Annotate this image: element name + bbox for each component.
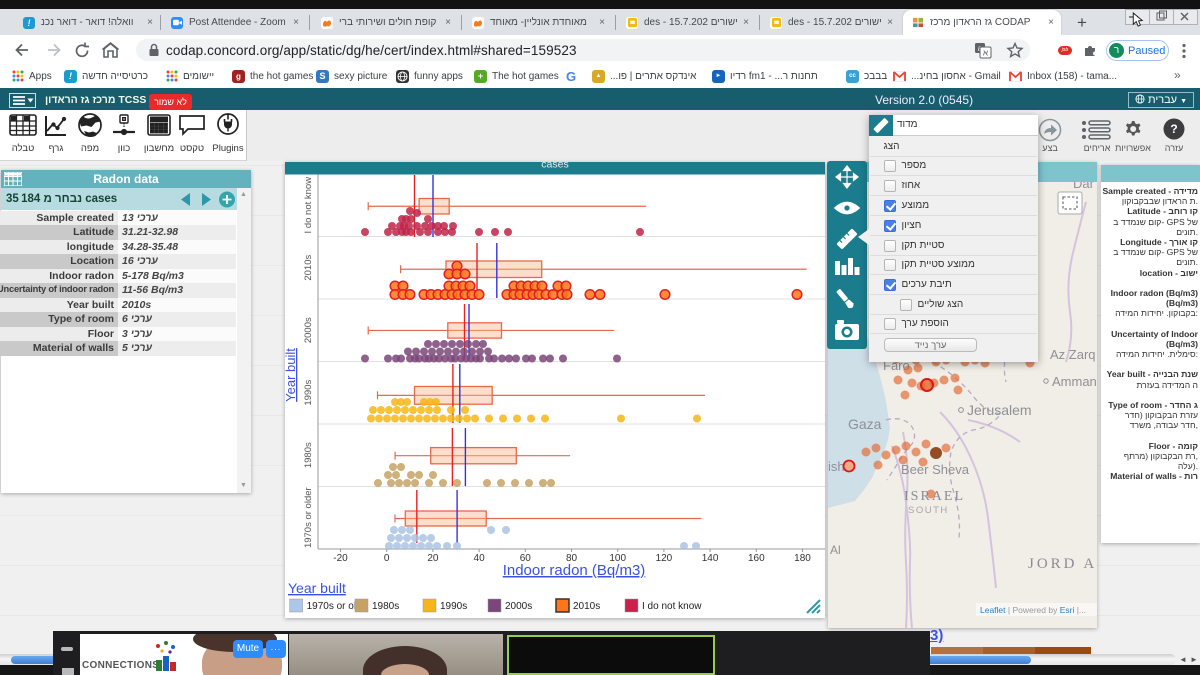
svg-text:120: 120 <box>656 553 673 564</box>
svg-text:ish: ish <box>828 459 845 474</box>
svg-text:Leaflet | Powered by Esri |...: Leaflet | Powered by Esri |... <box>980 605 1086 615</box>
svg-text:1980s: 1980s <box>303 442 314 468</box>
svg-text:Gaza: Gaza <box>848 416 882 432</box>
svg-text:Beer Sheva: Beer Sheva <box>901 462 970 477</box>
svg-text:Indoor radon (Bq/m3): Indoor radon (Bq/m3) <box>503 562 646 579</box>
svg-text:140: 140 <box>702 553 719 564</box>
svg-text:-20: -20 <box>333 553 348 564</box>
svg-text:Az Zarq: Az Zarq <box>1050 347 1096 362</box>
svg-text:160: 160 <box>748 553 765 564</box>
svg-text:?: ? <box>1170 122 1177 136</box>
svg-text:1990s: 1990s <box>440 601 467 612</box>
svg-text:Al: Al <box>830 543 841 557</box>
svg-text:1980s: 1980s <box>372 601 399 612</box>
svg-text:I do not know: I do not know <box>303 177 314 234</box>
svg-text:20: 20 <box>427 553 439 564</box>
svg-text:0: 0 <box>384 553 390 564</box>
svg-text:1970s or ol...: 1970s or ol... <box>307 601 365 612</box>
svg-text:2010s: 2010s <box>303 255 314 281</box>
svg-text:1970s or older: 1970s or older <box>303 487 314 548</box>
svg-text:Amman: Amman <box>1052 374 1097 389</box>
svg-text:cases: cases <box>541 162 568 171</box>
svg-text:2010s: 2010s <box>573 601 600 612</box>
svg-text:Jerusalem: Jerusalem <box>967 402 1032 418</box>
svg-text:2000s: 2000s <box>303 317 314 343</box>
svg-text:80: 80 <box>566 553 578 564</box>
svg-text:60: 60 <box>520 553 532 564</box>
svg-text:JORD A: JORD A <box>1028 556 1097 572</box>
svg-text:I do not know: I do not know <box>642 601 702 612</box>
svg-text:Year built: Year built <box>285 348 298 402</box>
svg-text:Year built: Year built <box>288 580 346 596</box>
svg-text:א: א <box>983 48 989 58</box>
svg-text:SOUTH: SOUTH <box>908 505 949 516</box>
svg-text:180: 180 <box>794 553 811 564</box>
svg-text:1990s: 1990s <box>303 380 314 406</box>
svg-text:2000s: 2000s <box>505 601 532 612</box>
svg-text:100: 100 <box>609 553 626 564</box>
svg-text:40: 40 <box>474 553 486 564</box>
